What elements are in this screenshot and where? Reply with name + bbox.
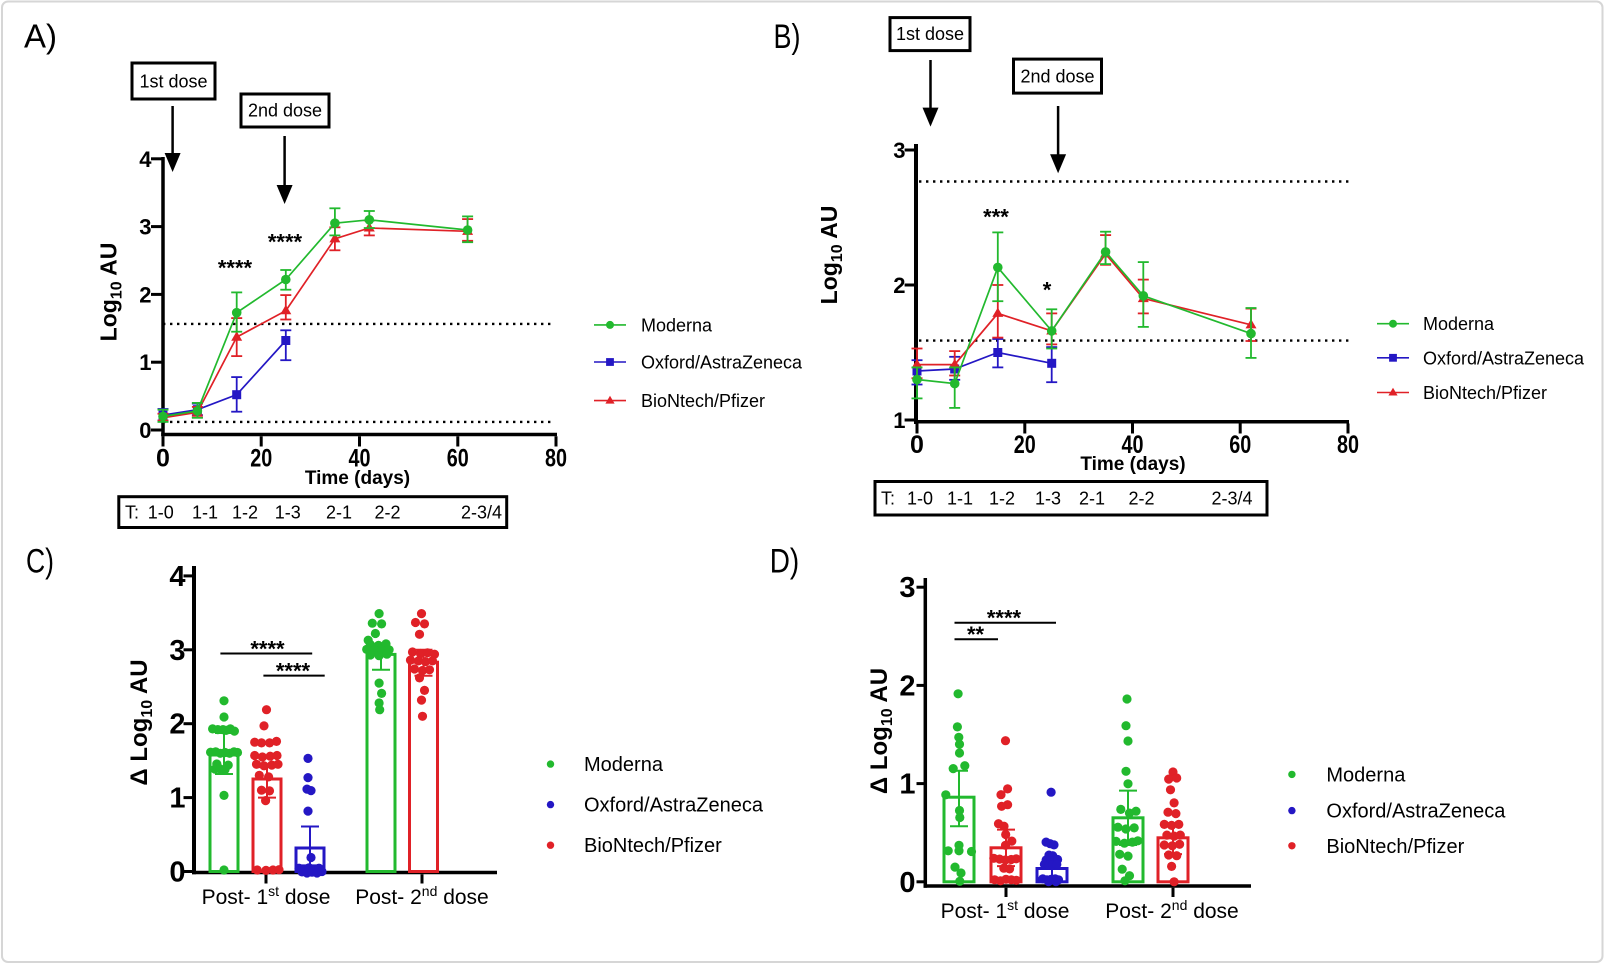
- svg-text:BioNtech/Pfizer: BioNtech/Pfizer: [584, 835, 722, 857]
- svg-text:2: 2: [169, 709, 185, 741]
- svg-text:Moderna: Moderna: [1326, 764, 1406, 786]
- svg-text:*: *: [1043, 278, 1052, 303]
- svg-text:C): C): [26, 543, 54, 581]
- svg-text:1-1: 1-1: [947, 489, 973, 509]
- svg-text:20: 20: [1014, 431, 1036, 459]
- svg-text:D): D): [770, 543, 800, 581]
- svg-text:Moderna: Moderna: [584, 754, 664, 776]
- svg-text:Oxford/AstraZeneca: Oxford/AstraZeneca: [1326, 801, 1506, 823]
- svg-text:**: **: [967, 622, 985, 647]
- svg-text:2nd dose: 2nd dose: [248, 101, 322, 121]
- svg-text:Time (days): Time (days): [305, 468, 410, 489]
- svg-text:****: ****: [218, 256, 253, 281]
- svg-text:Oxford/AstraZeneca: Oxford/AstraZeneca: [1423, 348, 1585, 368]
- svg-text:40: 40: [349, 445, 371, 473]
- svg-text:1-2: 1-2: [989, 489, 1015, 509]
- svg-text:BioNtech/Pfizer: BioNtech/Pfizer: [1423, 383, 1547, 403]
- svg-text:1: 1: [899, 769, 915, 801]
- svg-text:Post- 1st dose: Post- 1st dose: [202, 883, 331, 909]
- svg-text:3: 3: [169, 635, 185, 667]
- svg-text:Δ Log10 AU: Δ Log10 AU: [866, 668, 896, 794]
- svg-text:2-3/4: 2-3/4: [1211, 489, 1252, 509]
- svg-text:0: 0: [910, 431, 924, 459]
- svg-text:****: ****: [276, 659, 311, 684]
- svg-text:2-1: 2-1: [326, 503, 352, 523]
- svg-text:3: 3: [139, 215, 151, 240]
- svg-text:4: 4: [139, 147, 152, 172]
- svg-text:40: 40: [1122, 431, 1144, 459]
- svg-text:2-2: 2-2: [374, 503, 400, 523]
- svg-text:1: 1: [139, 350, 151, 375]
- svg-text:Moderna: Moderna: [641, 315, 713, 335]
- svg-text:3: 3: [899, 572, 915, 604]
- svg-text:2-1: 2-1: [1079, 489, 1105, 509]
- svg-text:1-0: 1-0: [148, 503, 174, 523]
- svg-text:***: ***: [983, 205, 1009, 230]
- svg-text:1-0: 1-0: [907, 489, 933, 509]
- svg-text:1: 1: [893, 408, 905, 433]
- svg-text:1-2: 1-2: [232, 503, 258, 523]
- svg-text:60: 60: [1229, 431, 1251, 459]
- svg-text:2: 2: [139, 282, 151, 307]
- svg-text:B): B): [774, 18, 801, 56]
- svg-text:Oxford/AstraZeneca: Oxford/AstraZeneca: [584, 795, 764, 817]
- svg-text:2nd dose: 2nd dose: [1020, 67, 1094, 87]
- svg-text:Δ Log10 AU: Δ Log10 AU: [126, 659, 156, 785]
- svg-text:80: 80: [1337, 431, 1359, 459]
- svg-text:4: 4: [169, 561, 185, 593]
- svg-text:1: 1: [169, 783, 185, 815]
- svg-text:0: 0: [899, 867, 915, 899]
- svg-text:Post- 1st dose: Post- 1st dose: [941, 897, 1070, 923]
- svg-text:1st dose: 1st dose: [139, 72, 207, 92]
- svg-text:****: ****: [987, 606, 1022, 631]
- svg-text:2: 2: [893, 273, 905, 298]
- svg-text:T:: T:: [881, 489, 895, 509]
- svg-text:20: 20: [250, 445, 272, 473]
- svg-text:T:: T:: [125, 503, 139, 523]
- svg-text:Oxford/AstraZeneca: Oxford/AstraZeneca: [641, 353, 803, 373]
- svg-text:2: 2: [899, 670, 915, 702]
- svg-text:0: 0: [156, 445, 170, 473]
- svg-text:3: 3: [893, 138, 905, 163]
- svg-text:1-3: 1-3: [1035, 489, 1061, 509]
- svg-text:1-1: 1-1: [192, 503, 218, 523]
- svg-text:Time (days): Time (days): [1080, 454, 1185, 475]
- svg-text:****: ****: [250, 636, 285, 661]
- svg-text:0: 0: [139, 418, 151, 443]
- svg-text:2-2: 2-2: [1128, 489, 1154, 509]
- svg-text:Moderna: Moderna: [1423, 314, 1495, 334]
- svg-text:1st dose: 1st dose: [896, 24, 964, 44]
- svg-text:****: ****: [268, 230, 303, 255]
- svg-text:60: 60: [447, 445, 469, 473]
- svg-text:A): A): [24, 18, 57, 55]
- svg-text:0: 0: [169, 857, 185, 889]
- svg-text:80: 80: [545, 445, 567, 473]
- svg-text:BioNtech/Pfizer: BioNtech/Pfizer: [641, 391, 765, 411]
- svg-text:BioNtech/Pfizer: BioNtech/Pfizer: [1326, 836, 1464, 858]
- svg-text:1-3: 1-3: [275, 503, 301, 523]
- svg-text:2-3/4: 2-3/4: [461, 503, 502, 523]
